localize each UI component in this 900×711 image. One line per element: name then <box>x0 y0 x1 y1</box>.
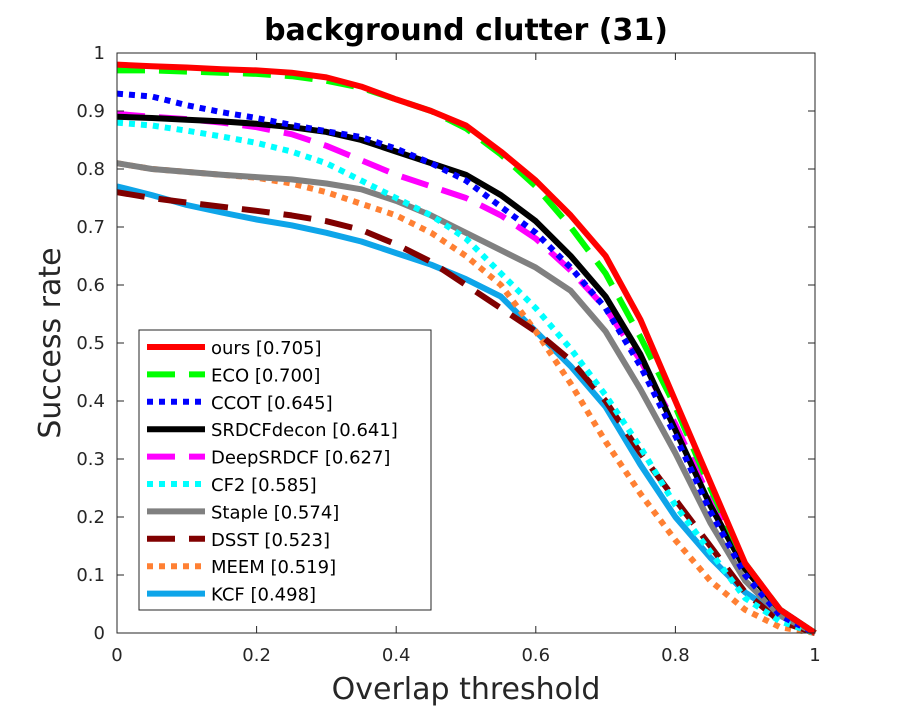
y-tick-label-2: 0.2 <box>76 507 105 528</box>
ticks-layer: 0 0.2 0.4 0.6 0.8 1 0 0.1 0.2 0.3 0.4 0.5 0.6 0.7 0.8 0… <box>76 43 820 666</box>
legend-label-6: Staple [0.574] <box>211 502 339 523</box>
legend-label-4: DeepSRDCF [0.627] <box>211 448 390 469</box>
y-axis-label: Success rate <box>33 247 68 438</box>
series-layer <box>116 61 817 636</box>
legend-label-5: CF2 [0.585] <box>211 475 317 496</box>
x-tick-label-3: 0.6 <box>521 645 550 666</box>
y-tick-label-8: 0.8 <box>76 159 105 180</box>
legend-label-2: CCOT [0.645] <box>211 393 333 414</box>
y-tick-label-6: 0.6 <box>76 275 105 296</box>
y-tick-label-1: 0.1 <box>76 565 105 586</box>
y-tick-label-9: 0.9 <box>76 101 105 122</box>
legend: ours [0.705] ECO [0.700] CCOT [0.645] SRDCF… <box>138 329 432 611</box>
y-tick-label-7: 0.7 <box>76 217 105 238</box>
legend-label-0: ours [0.705] <box>211 338 322 359</box>
series-line-5 <box>116 119 816 636</box>
legend-label-3: SRDCFdecon [0.641] <box>211 420 398 441</box>
x-tick-label-5: 1 <box>809 645 820 666</box>
x-tick-label-4: 0.8 <box>661 645 690 666</box>
series-line-2 <box>116 90 817 636</box>
series-line-0 <box>116 61 817 636</box>
y-tick-label-0: 0 <box>94 623 105 644</box>
y-tick-label-10: 1 <box>94 43 105 64</box>
legend-label-7: DSST [0.523] <box>211 530 330 551</box>
y-tick-label-4: 0.4 <box>76 391 105 412</box>
x-axis-label: Overlap threshold <box>332 672 601 707</box>
x-tick-label-0: 0 <box>111 645 122 666</box>
legend-label-9: KCF [0.498] <box>211 585 316 606</box>
series-line-6 <box>116 160 817 636</box>
x-tick-label-1: 0.2 <box>242 645 271 666</box>
legend-label-1: ECO [0.700] <box>211 365 320 386</box>
y-tick-label-5: 0.5 <box>76 333 105 354</box>
series-line-9 <box>116 183 817 636</box>
chart-title: background clutter (31) <box>264 13 668 48</box>
y-tick-label-3: 0.3 <box>76 449 105 470</box>
legend-label-8: MEEM [0.519] <box>211 557 336 578</box>
x-tick-label-2: 0.4 <box>382 645 411 666</box>
series-line-8 <box>116 160 816 636</box>
